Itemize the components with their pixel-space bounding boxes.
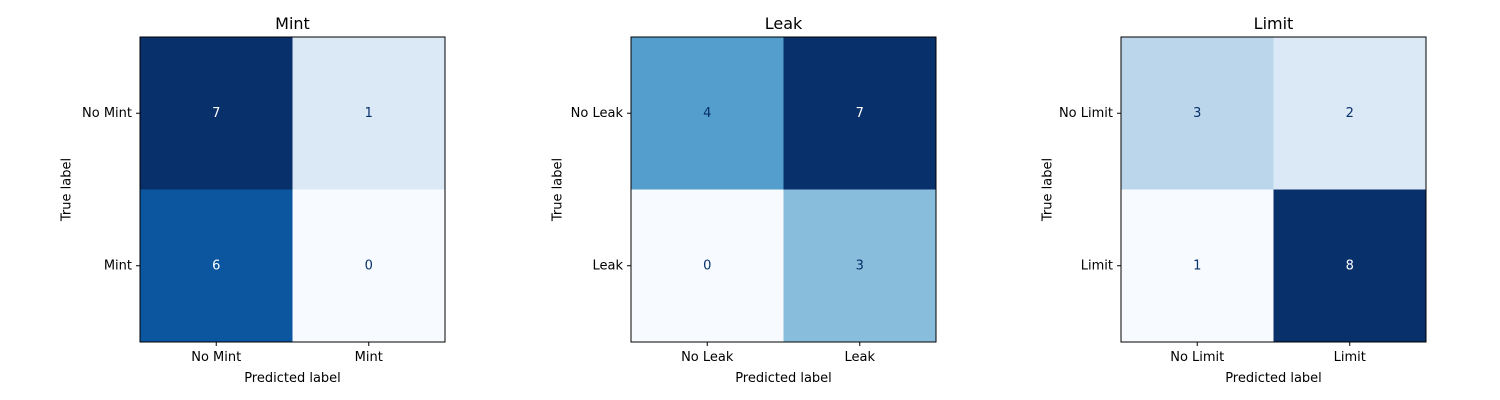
cell-value-label: 3 [1193, 106, 1201, 121]
heatmap-cell [631, 37, 784, 190]
heatmap-cell [783, 37, 936, 190]
heatmap-cell [140, 37, 293, 190]
y-tick-label: No Mint [82, 106, 132, 121]
cell-value-label: 0 [365, 258, 373, 273]
cell-value-label: 0 [703, 258, 711, 273]
heatmap-cell [631, 189, 784, 342]
y-tick-label: No Leak [571, 106, 624, 121]
cell-value-label: 4 [703, 106, 711, 121]
y-tick-label: Leak [592, 258, 623, 273]
cell-value-label: 3 [856, 258, 864, 273]
confusion-matrix-1: 7 1 6 0 Mint No Mint Mint No Mint Mint Predicted … [60, 14, 446, 386]
chart-title: Limit [1254, 14, 1294, 33]
cell-value-label: 1 [365, 106, 373, 121]
x-tick-label: No Leak [681, 350, 734, 365]
x-tick-label: No Limit [1170, 350, 1224, 365]
x-tick-label: No Mint [191, 350, 241, 365]
heatmap-cell [1121, 37, 1274, 190]
chart-title: Leak [765, 14, 803, 33]
heatmap-cell [1121, 189, 1274, 342]
x-axis-label: Predicted label [735, 371, 832, 386]
heatmap-cell [292, 189, 445, 342]
x-tick-label: Leak [844, 350, 875, 365]
heatmap-cell [1273, 189, 1426, 342]
chart-title: Mint [275, 14, 310, 33]
x-tick-label: Mint [355, 350, 383, 365]
x-axis-label: Predicted label [1225, 371, 1322, 386]
y-axis-label: True label [60, 158, 75, 222]
confusion-matrix-3: 3 2 1 8 Limit No Limit Limit No Limit Limit Predi… [1041, 14, 1427, 386]
y-axis-label: True label [1041, 158, 1056, 222]
cell-value-label: 7 [212, 106, 220, 121]
cell-value-label: 6 [212, 258, 220, 273]
plot-frame [630, 36, 937, 343]
heatmap-cell [783, 189, 936, 342]
y-tick-label: No Limit [1059, 106, 1113, 121]
cell-value-label: 1 [1193, 258, 1201, 273]
y-tick-label: Mint [104, 258, 132, 273]
plot-frame [1120, 36, 1427, 343]
heatmap-cell [140, 189, 293, 342]
confusion-matrix-2: 4 7 0 3 Leak No Leak Leak No Leak Leak Predicted … [551, 14, 937, 386]
x-tick-label: Limit [1334, 350, 1366, 365]
cell-value-label: 8 [1346, 258, 1354, 273]
heatmap-cell [1273, 37, 1426, 190]
y-tick-label: Limit [1081, 258, 1113, 273]
y-axis-label: True label [551, 158, 566, 222]
plot-frame [139, 36, 446, 343]
heatmap-cell [292, 37, 445, 190]
cell-value-label: 7 [856, 106, 864, 121]
cell-value-label: 2 [1346, 106, 1354, 121]
x-axis-label: Predicted label [244, 371, 341, 386]
